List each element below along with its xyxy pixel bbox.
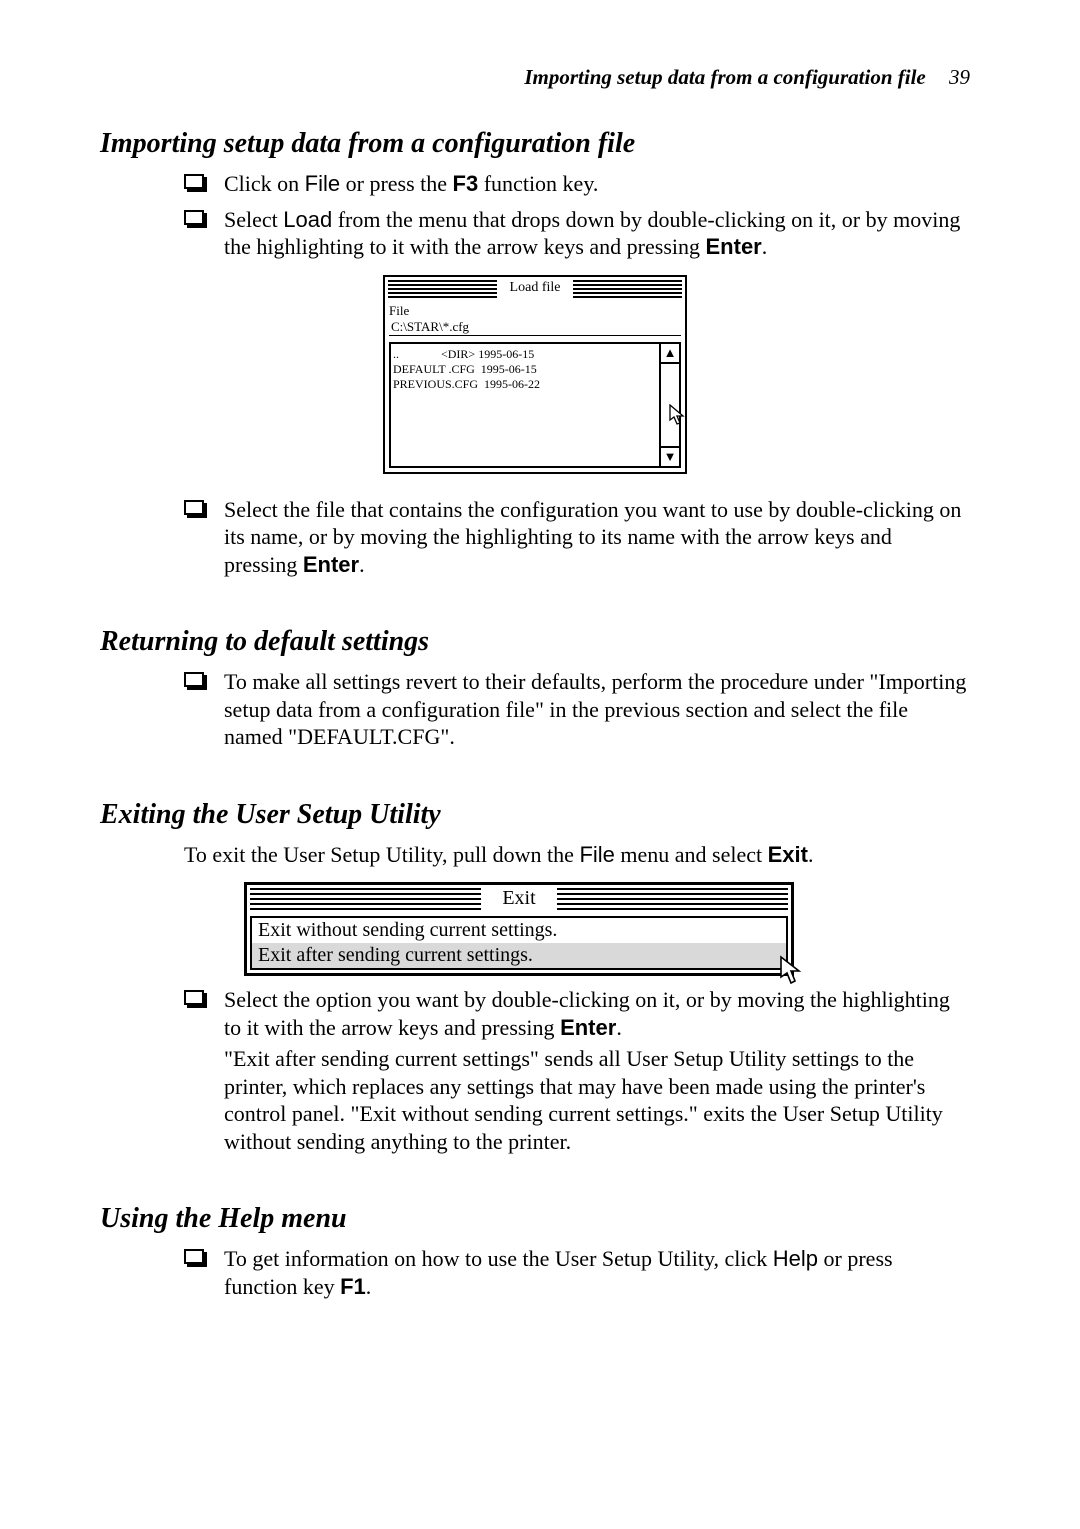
defaults-list: To make all settings revert to their def… — [184, 668, 970, 751]
scroll-track[interactable] — [661, 364, 679, 446]
file-label: File — [385, 301, 685, 319]
section-help: Using the Help menu To get information o… — [100, 1203, 970, 1300]
section-defaults: Returning to default settings To make al… — [100, 626, 970, 751]
text: . — [366, 1274, 372, 1299]
import-list-cont: Select the file that contains the config… — [184, 496, 970, 579]
exit-dialog: Exit Exit without sending current settin… — [244, 882, 794, 976]
file-list-row[interactable]: DEFAULT .CFG 1995-06-15 — [393, 362, 657, 377]
dialog-titlebar: Exit — [247, 885, 791, 913]
file-menu-ref: File — [305, 171, 340, 196]
text: . — [616, 1015, 622, 1040]
exit-option-list: Exit without sending current settings. E… — [250, 916, 788, 970]
exiting-list: Select the option you want by double-cli… — [184, 986, 970, 1155]
exiting-item-1: Select the option you want by double-cli… — [184, 986, 970, 1155]
help-list: To get information on how to use the Use… — [184, 1245, 970, 1300]
exit-option-no-send[interactable]: Exit without sending current settings. — [252, 918, 786, 943]
text: . — [359, 552, 365, 577]
dialog-title: Load file — [500, 277, 571, 301]
help-item-1: To get information on how to use the Use… — [184, 1245, 970, 1300]
dialog-title: Exit — [484, 885, 553, 913]
text: Click on — [224, 171, 305, 196]
cursor-icon — [669, 404, 687, 433]
dialog-titlebar: Load file — [385, 277, 685, 301]
file-menu-ref: File — [579, 842, 614, 867]
text: from the menu that drops down by double-… — [224, 207, 960, 260]
text: menu and select — [615, 842, 768, 867]
text: . — [808, 842, 814, 867]
text: Select — [224, 207, 283, 232]
heading-defaults: Returning to default settings — [100, 626, 970, 658]
import-list: Click on File or press the F3 function k… — [184, 170, 970, 261]
heading-exiting: Exiting the User Setup Utility — [100, 799, 970, 831]
import-item-1: Click on File or press the F3 function k… — [184, 170, 970, 198]
running-header-title: Importing setup data from a configuratio… — [524, 65, 925, 89]
titlebar-stripes-right — [557, 888, 788, 910]
import-item-2: Select Load from the menu that drops dow… — [184, 206, 970, 261]
scroll-down-arrow-icon[interactable]: ▼ — [661, 446, 679, 466]
import-item-3: Select the file that contains the config… — [184, 496, 970, 579]
exiting-explain: "Exit after sending current settings" se… — [224, 1045, 970, 1155]
file-list-frame: .. <DIR> 1995-06-15 DEFAULT .CFG 1995-06… — [389, 342, 681, 468]
key-enter: Enter — [303, 552, 359, 577]
section-exiting: Exiting the User Setup Utility To exit t… — [100, 799, 970, 1156]
key-f3: F3 — [453, 171, 479, 196]
titlebar-stripes-left — [250, 888, 481, 910]
file-list-row[interactable]: .. <DIR> 1995-06-15 — [393, 347, 657, 362]
text: . — [762, 234, 768, 259]
file-list[interactable]: .. <DIR> 1995-06-15 DEFAULT .CFG 1995-06… — [391, 344, 659, 466]
text: To make all settings revert to their def… — [224, 669, 966, 749]
section-import: Importing setup data from a configuratio… — [100, 128, 970, 578]
exit-menu-ref: Exit — [768, 842, 808, 867]
exiting-intro: To exit the User Setup Utility, pull dow… — [184, 841, 970, 869]
heading-import: Importing setup data from a configuratio… — [100, 128, 970, 160]
titlebar-stripes-right — [573, 280, 682, 298]
page: Importing setup data from a configuratio… — [0, 0, 1080, 1529]
help-menu-ref: Help — [773, 1246, 818, 1271]
file-list-row[interactable]: PREVIOUS.CFG 1995-06-22 — [393, 377, 657, 392]
running-header: Importing setup data from a configuratio… — [100, 65, 970, 90]
load-menu-ref: Load — [283, 207, 332, 232]
exit-option-send[interactable]: Exit after sending current settings. — [252, 943, 786, 968]
cursor-icon — [779, 955, 805, 985]
load-file-dialog: Load file File C:\STAR\*.cfg .. <DIR> 19… — [383, 275, 687, 474]
text: To get information on how to use the Use… — [224, 1246, 773, 1271]
file-path-field[interactable]: C:\STAR\*.cfg — [389, 319, 681, 336]
text: To exit the User Setup Utility, pull dow… — [184, 842, 579, 867]
page-number: 39 — [949, 65, 970, 89]
key-f1: F1 — [340, 1274, 366, 1299]
key-enter: Enter — [560, 1015, 616, 1040]
scrollbar[interactable]: ▲ ▼ — [659, 344, 679, 466]
defaults-item-1: To make all settings revert to their def… — [184, 668, 970, 751]
key-enter: Enter — [706, 234, 762, 259]
titlebar-stripes-left — [388, 280, 497, 298]
text: or press the — [340, 171, 452, 196]
heading-help: Using the Help menu — [100, 1203, 970, 1235]
text: function key. — [478, 171, 598, 196]
scroll-up-arrow-icon[interactable]: ▲ — [661, 344, 679, 364]
